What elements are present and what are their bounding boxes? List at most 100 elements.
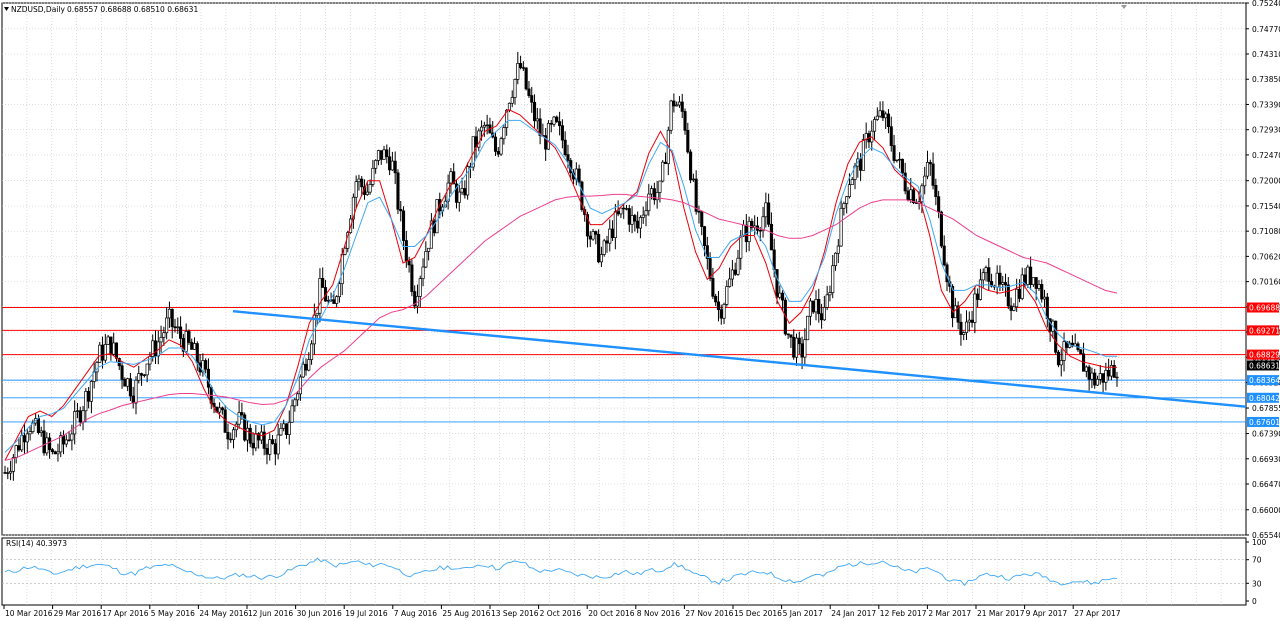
candle (418, 275, 422, 308)
candle (689, 149, 693, 184)
candle-body-up (25, 433, 29, 443)
candle-body-down (530, 95, 534, 103)
candle (535, 107, 539, 130)
candle (1029, 256, 1033, 290)
candle-body-up (806, 315, 810, 341)
candle-body-up (677, 101, 681, 106)
candle (558, 111, 562, 136)
candle-body-up (9, 471, 13, 474)
candle-body-up (14, 445, 18, 458)
candle-body-down (454, 183, 459, 203)
candle (310, 340, 314, 365)
candle-body-up (368, 184, 372, 193)
candle-body-up (669, 100, 673, 131)
price-tag-label: 0.68364 (1249, 376, 1280, 385)
time-tick-label: 5 May 2016 (151, 609, 195, 618)
time-tick-label: 12 Feb 2017 (880, 609, 927, 618)
candle (597, 229, 601, 264)
candle (1093, 368, 1097, 389)
candle-body-down (903, 172, 907, 192)
candle-body-down (998, 272, 1002, 285)
candle-body-up (310, 343, 314, 360)
candle (892, 134, 896, 164)
moving-average-line-1 (4, 108, 1117, 461)
shift-marker-icon[interactable] (1121, 5, 1127, 9)
candle (521, 61, 525, 71)
candle-body-up (106, 336, 110, 345)
candle (769, 212, 773, 251)
candle (566, 144, 570, 169)
candle-body-up (427, 247, 431, 252)
candle-body-down (588, 235, 592, 240)
candle (482, 121, 486, 137)
candle-body-up (75, 410, 80, 412)
candle-body-up (142, 374, 146, 377)
candle-body-up (552, 116, 556, 125)
candle-body-up (435, 199, 439, 234)
candle-body-up (276, 434, 280, 455)
candle-body-down (708, 258, 712, 279)
candle-body-up (964, 321, 969, 333)
price-tick-label: 0.72930 (1252, 126, 1280, 135)
candle-body-down (179, 326, 183, 339)
candle-body-down (1006, 284, 1010, 307)
candle-body-down (385, 149, 389, 158)
price-tick-label: 0.74770 (1252, 25, 1280, 34)
time-tick-label: 21 Mar 2017 (977, 609, 1025, 618)
candle (778, 285, 782, 300)
time-tick-label: 8 Nov 2016 (637, 609, 680, 618)
candle-body-down (705, 245, 709, 259)
collapse-arrow-icon[interactable] (4, 7, 9, 11)
candle (549, 119, 553, 133)
price-tag-box (1247, 392, 1279, 403)
candle (964, 310, 969, 341)
candle (399, 200, 403, 222)
candle (532, 94, 537, 128)
candle-body-up (73, 411, 77, 435)
candle (694, 170, 698, 215)
candle (794, 333, 799, 366)
candle-body-up (808, 300, 812, 317)
candle-body-down (686, 129, 690, 153)
candle-body-up (764, 202, 768, 218)
candle-body-up (39, 430, 43, 433)
candle (87, 387, 91, 409)
price-tag-box (1247, 375, 1279, 386)
candle-body-down (410, 264, 414, 292)
candle-body-down (652, 188, 656, 201)
candle (658, 180, 662, 203)
moving-average-line-3 (4, 193, 1118, 461)
candle (6, 467, 10, 480)
candle-body-up (825, 294, 829, 308)
candle (563, 131, 567, 157)
candle (393, 151, 397, 185)
candle (967, 311, 971, 332)
candle-body-up (739, 235, 743, 259)
candle (114, 342, 119, 362)
price-tag-box (1247, 302, 1279, 313)
candle (594, 230, 598, 245)
candle (797, 331, 801, 354)
candle-body-down (187, 331, 191, 343)
candle (67, 430, 71, 442)
candle-body-down (195, 343, 199, 364)
candle (608, 219, 612, 252)
candle-body-up (833, 252, 838, 267)
candle (382, 145, 386, 160)
candle-body-down (951, 286, 955, 319)
candle-body-up (335, 296, 339, 304)
candle-body-up (505, 109, 509, 128)
candle (98, 341, 102, 363)
candle (170, 308, 174, 339)
candle-body-up (655, 192, 659, 201)
price-tag-box (1247, 416, 1279, 427)
candle-body-up (357, 178, 361, 183)
candle-body-up (847, 184, 852, 198)
candle (335, 295, 339, 308)
candle (123, 377, 127, 387)
price-tag-box (1247, 360, 1279, 371)
candle-body-up (1001, 282, 1005, 285)
price-tag-box (1247, 325, 1279, 336)
candle-body-down (881, 110, 885, 119)
candle-body-down (934, 185, 938, 197)
